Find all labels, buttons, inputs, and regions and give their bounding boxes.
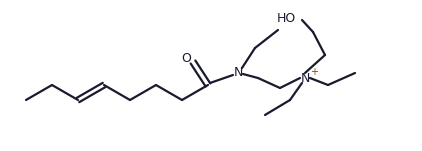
Text: N: N [233, 66, 243, 79]
Text: N: N [300, 72, 310, 85]
Text: O: O [181, 51, 191, 64]
Text: HO: HO [276, 11, 296, 24]
Text: +: + [310, 67, 318, 77]
